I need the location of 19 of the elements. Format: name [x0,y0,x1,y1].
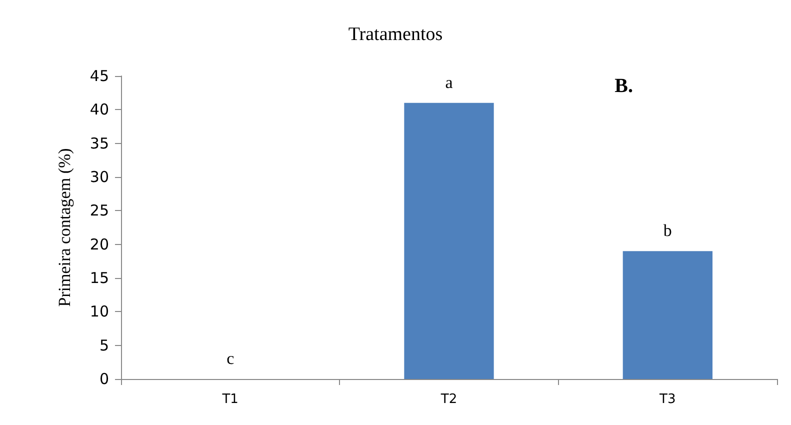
data-label: a [445,72,454,92]
x-tick-label: T2 [440,392,458,407]
y-tick-label: 25 [90,202,109,220]
y-tick-label: 5 [99,336,109,354]
y-axis-title: Primeira contagem (%) [55,148,74,307]
data-label: b [663,221,672,240]
annotation: B. [614,75,634,97]
y-tick-label: 45 [90,67,109,85]
y-tick-label: 35 [90,134,109,152]
data-label: c [226,349,235,368]
y-tick-label: 15 [90,269,109,287]
y-tick-label: 0 [99,370,109,388]
chart-title: Tratamentos [348,24,443,45]
y-tick-label: 20 [90,235,109,254]
y-tick-label: 30 [90,168,109,186]
x-tick-label: T3 [658,392,676,407]
y-tick-label: 40 [90,100,109,119]
y-tick-label: 10 [90,302,109,321]
x-tick-label: T1 [221,392,238,407]
